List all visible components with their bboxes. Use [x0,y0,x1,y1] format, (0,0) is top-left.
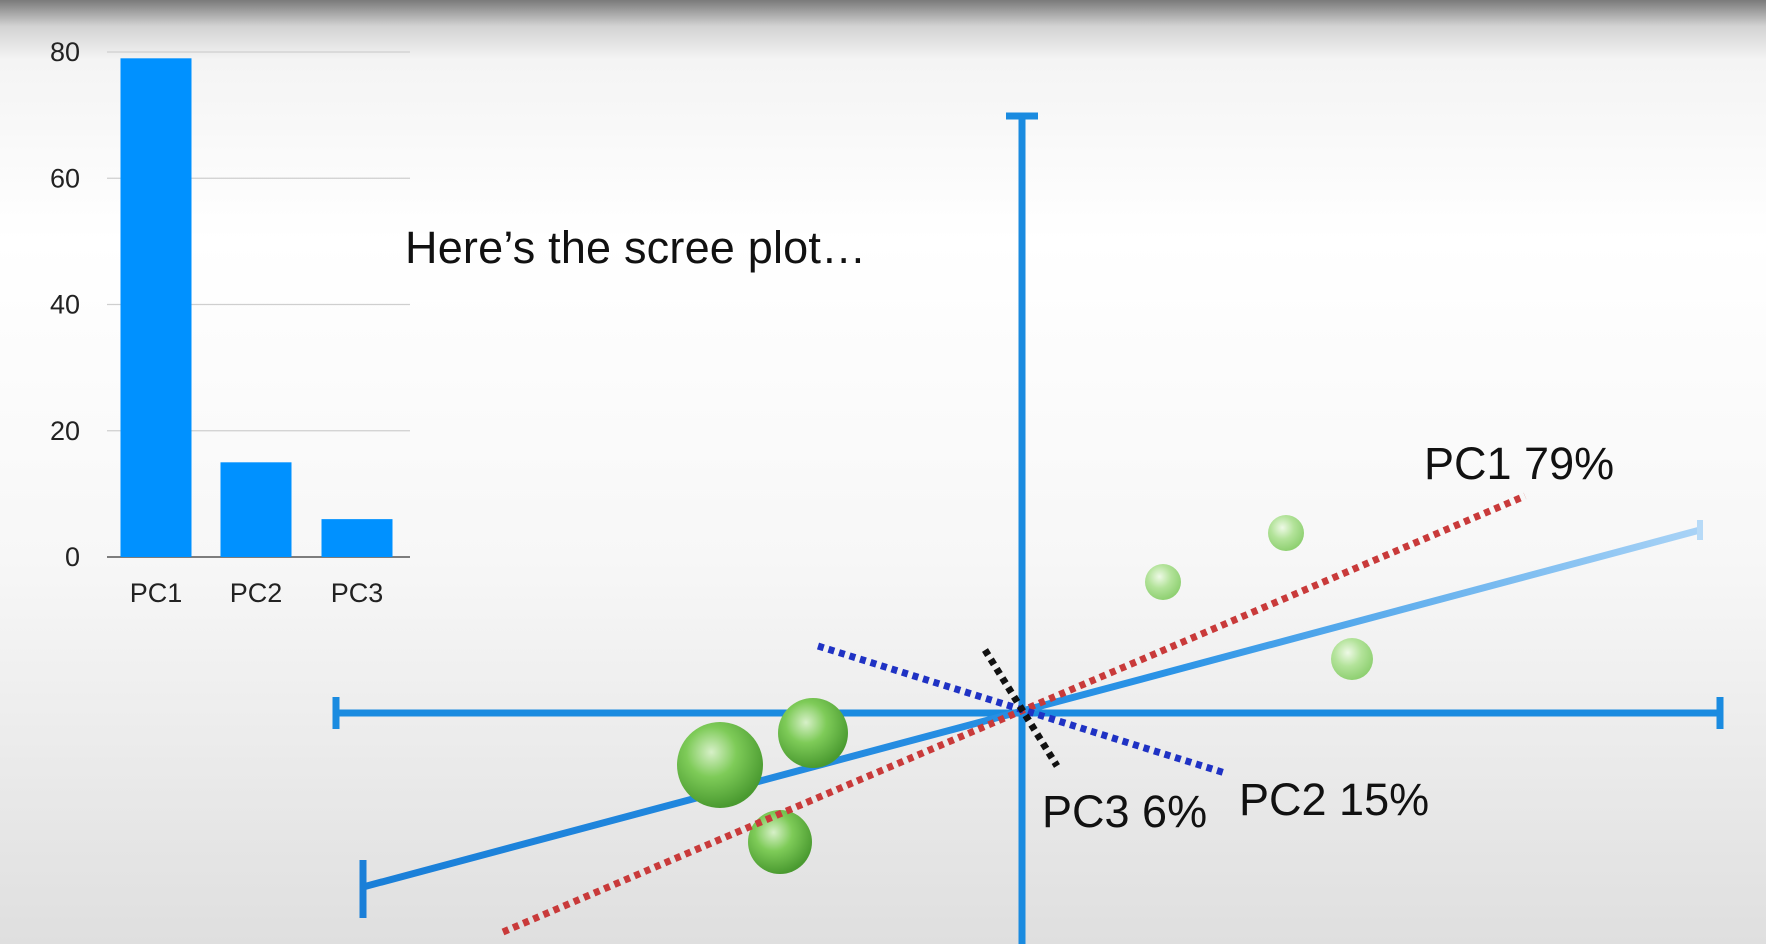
pc1-label: PC1 79% [1424,438,1615,489]
data-point [778,698,848,768]
y-tick-label: 20 [50,416,80,446]
pc2-label: PC2 15% [1239,774,1430,825]
x-tick-label: PC1 [130,578,183,608]
data-point [677,722,763,808]
y-tick-label: 40 [50,290,80,320]
pc1-line [501,492,1527,936]
y-tick-label: 80 [50,37,80,67]
x-tick-label: PC2 [230,578,283,608]
bar-pc1 [120,58,192,557]
bar-pc2 [220,462,292,557]
pc3-label: PC3 6% [1042,786,1208,837]
data-point [1331,638,1373,680]
data-point [748,810,812,874]
y-tick-label: 0 [65,542,80,572]
pc-lines [501,492,1527,936]
data-points [677,515,1373,874]
pc3-line [982,648,1060,768]
data-point [1145,564,1181,600]
caption: Here’s the scree plot… [405,222,867,273]
scree-plot: 0 20 40 60 80 PC1 PC2 PC3 [50,37,410,608]
data-point [1268,515,1304,551]
bar-pc3 [321,519,393,557]
x-tick-label: PC3 [331,578,384,608]
y-tick-label: 60 [50,163,80,193]
